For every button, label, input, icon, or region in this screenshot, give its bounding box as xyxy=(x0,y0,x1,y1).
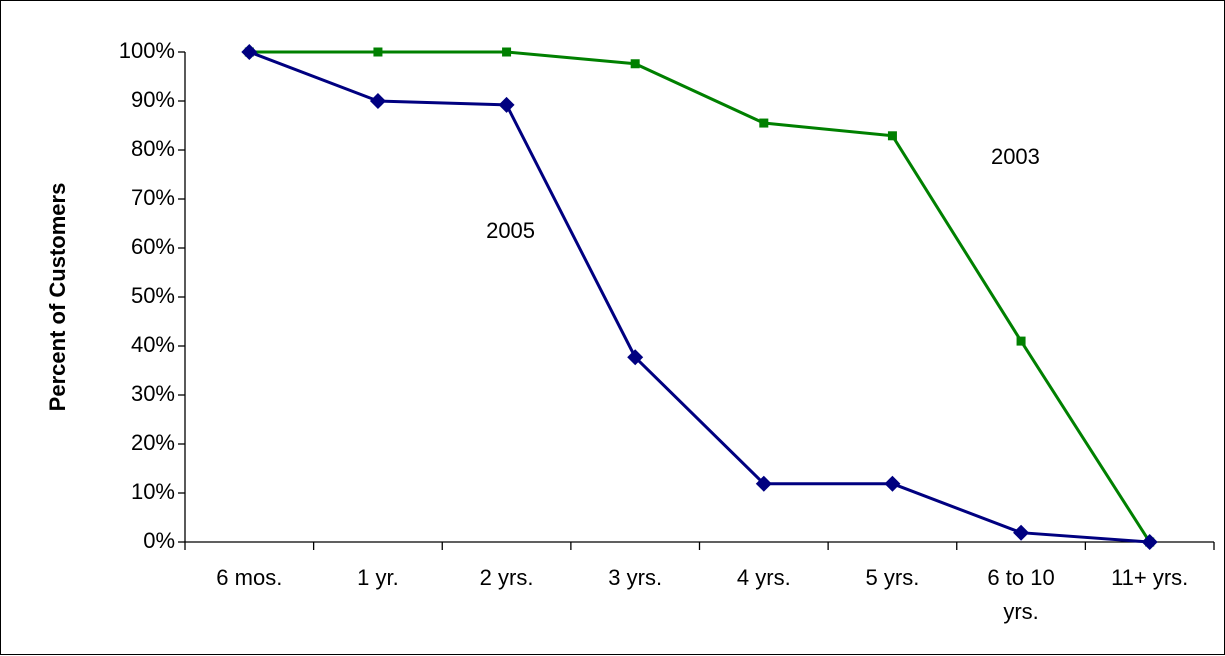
y-tick-label: 0% xyxy=(143,528,175,553)
data-point-2003 xyxy=(502,47,512,57)
x-tick-label: 6 mos. xyxy=(216,565,282,590)
x-ticks: 6 mos. 1 yr. 2 yrs. 3 yrs. 4 yrs. 5 yrs. 6 to … xyxy=(184,542,1215,624)
y-tick-label: 50% xyxy=(131,283,175,308)
y-tick-label: 80% xyxy=(131,136,175,161)
data-point-2005 xyxy=(627,349,644,366)
data-point-2005 xyxy=(884,475,901,492)
y-tick-label: 10% xyxy=(131,479,175,504)
data-point-2005 xyxy=(241,44,258,60)
data-point-2005 xyxy=(369,93,386,109)
x-tick-label-line: 3 yrs. xyxy=(608,565,662,590)
axes xyxy=(184,52,1214,543)
x-tick-label: 6 to 10 yrs. xyxy=(987,565,1054,624)
series-group xyxy=(241,44,1158,550)
data-point-2005 xyxy=(1141,534,1158,550)
annotations: 2003 2005 xyxy=(486,144,1040,243)
y-ticks: 0% 10% 20% 30% 40% 50% 60% 70% 80% 90% 100% xyxy=(119,38,185,553)
data-point-2005 xyxy=(498,96,515,113)
y-tick-label: 100% xyxy=(119,38,175,63)
series-line-2003 xyxy=(249,50,1151,543)
x-tick-label-line: 5 yrs. xyxy=(866,565,920,590)
x-tick-label-line: 6 to 10 xyxy=(987,565,1054,590)
x-tick-label-line: 4 yrs. xyxy=(737,565,791,590)
data-point-2003 xyxy=(1016,336,1026,346)
data-point-2005 xyxy=(755,475,772,492)
data-point-2005 xyxy=(1013,524,1030,541)
x-tick-label: 3 yrs. xyxy=(608,565,662,590)
data-point-2003 xyxy=(887,131,897,141)
x-tick-label: 2 yrs. xyxy=(480,565,534,590)
x-tick-label: 4 yrs. xyxy=(737,565,791,590)
y-tick-label: 30% xyxy=(131,381,175,406)
data-point-2003 xyxy=(630,59,640,69)
y-tick-label: 40% xyxy=(131,332,175,357)
y-axis-label-group: Percent of Customers xyxy=(45,183,70,412)
x-tick-label: 11+ yrs. xyxy=(1111,565,1188,590)
y-tick-label: 90% xyxy=(131,87,175,112)
series-annotation-2005: 2005 xyxy=(486,218,535,243)
y-tick-label: 60% xyxy=(131,234,175,259)
data-point-2003 xyxy=(759,118,769,128)
series-annotation-2003: 2003 xyxy=(991,144,1040,169)
x-tick-label-line: 2 yrs. xyxy=(480,565,534,590)
x-tick-label-line: 1 yr. xyxy=(357,565,399,590)
x-tick-label: 5 yrs. xyxy=(866,565,920,590)
series-2005 xyxy=(241,44,1158,550)
x-tick-label: 1 yr. xyxy=(357,565,399,590)
data-point-2003 xyxy=(373,47,383,57)
y-tick-label: 70% xyxy=(131,185,175,210)
y-axis-label: Percent of Customers xyxy=(45,183,70,412)
x-tick-label-line: 6 mos. xyxy=(216,565,282,590)
x-tick-label-line: yrs. xyxy=(1003,599,1038,624)
y-tick-label: 20% xyxy=(131,430,175,455)
series-2003 xyxy=(244,47,1155,547)
series-line-2005 xyxy=(248,50,1150,544)
x-tick-label-line: 11+ yrs. xyxy=(1111,565,1188,590)
